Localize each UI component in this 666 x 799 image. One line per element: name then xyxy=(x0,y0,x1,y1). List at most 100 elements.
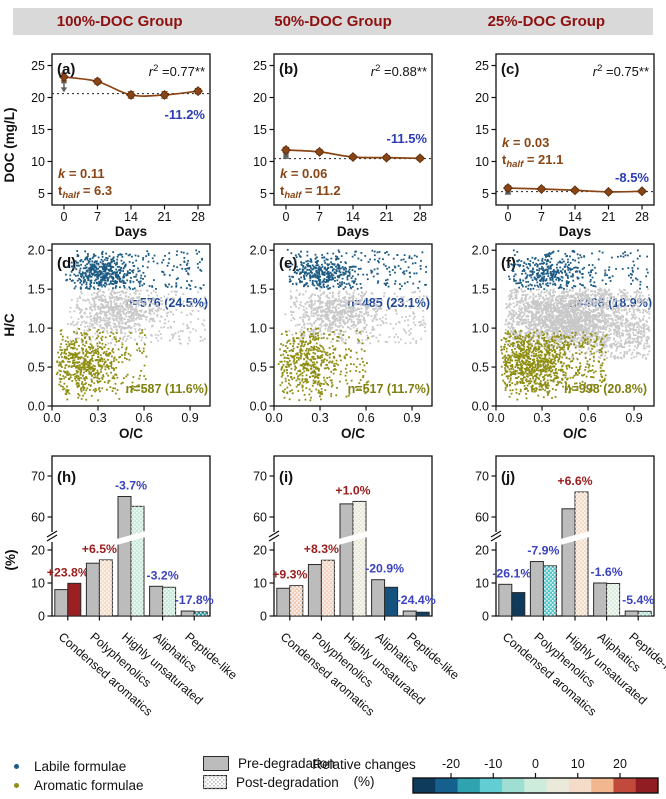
svg-text:10: 10 xyxy=(253,576,267,590)
svg-text:H/C: H/C xyxy=(2,313,17,337)
svg-text:-24.4%: -24.4% xyxy=(397,593,436,607)
svg-text:0.9: 0.9 xyxy=(181,411,198,425)
svg-text:k = 0.06: k = 0.06 xyxy=(280,166,327,181)
svg-text:0.6: 0.6 xyxy=(135,411,152,425)
svg-text:r2 =0.77**: r2 =0.77** xyxy=(149,63,205,79)
legend-item-pre: Pre-degradation xyxy=(203,756,335,771)
svg-text:0.0: 0.0 xyxy=(472,399,489,413)
svg-text:0.5: 0.5 xyxy=(28,360,45,374)
svg-text:(i): (i) xyxy=(279,469,293,486)
svg-text:+23.8%: +23.8% xyxy=(47,565,89,579)
svg-text:0.0: 0.0 xyxy=(487,411,504,425)
composition-bar-chart-i: +9.3% +8.3% +1.0% -20.9% -24.4% 0 10 20 60 70 (i) C… xyxy=(222,448,462,752)
doc-kinetics-row: 5 10 15 20 25 0 7 14 21 28 Days DOC (mg/L) (a) r2 =0.… xyxy=(0,40,666,239)
composition-bars-row: +23.8% +6.5% -3.7% -3.2% -17.8% 0 10 20 60 70 (%) (… xyxy=(0,448,666,719)
svg-text:+6.5%: +6.5% xyxy=(82,542,117,556)
doc-line-chart-c: 5 10 15 20 25 0 7 14 21 28 Days (c) r2 =0.75** -8.5% k… xyxy=(444,40,666,246)
svg-text:+8.3%: +8.3% xyxy=(304,542,339,556)
svg-text:-11.2%: -11.2% xyxy=(165,107,206,122)
svg-text:1.5: 1.5 xyxy=(28,282,45,296)
svg-text:10: 10 xyxy=(475,155,489,169)
svg-text:25: 25 xyxy=(31,59,45,73)
svg-text:60: 60 xyxy=(253,510,267,524)
svg-text:0: 0 xyxy=(60,210,67,224)
group-title-50: 50%-DOC Group xyxy=(274,13,392,30)
svg-text:thalf = 11.2: thalf = 11.2 xyxy=(280,183,341,201)
svg-text:2.0: 2.0 xyxy=(250,244,267,258)
figure-legend: Labile formulae Aromatic formulae Pre-de… xyxy=(0,752,666,799)
scatter-points-canvas xyxy=(496,244,654,406)
svg-text:2.0: 2.0 xyxy=(28,244,45,258)
svg-text:thalf = 21.1: thalf = 21.1 xyxy=(502,152,563,170)
svg-text:-20: -20 xyxy=(442,757,460,771)
svg-text:-17.8%: -17.8% xyxy=(175,593,214,607)
svg-text:1.0: 1.0 xyxy=(28,321,45,335)
svg-text:0.5: 0.5 xyxy=(250,360,267,374)
svg-text:r2 =0.88**: r2 =0.88** xyxy=(371,63,427,79)
doc-line-chart-b: 5 10 15 20 25 0 7 14 21 28 Days (b) r2 =0.88** -11.5%… xyxy=(222,40,444,246)
svg-text:2.0: 2.0 xyxy=(472,244,489,258)
svg-text:21: 21 xyxy=(380,210,394,224)
svg-text:0: 0 xyxy=(482,609,489,623)
svg-text:O/C: O/C xyxy=(341,426,365,441)
van-krevelen-scatter-d: 0.00.51.01.52.00.00.30.60.9O/CH/C(d)n=57… xyxy=(0,236,222,448)
svg-text:-20.9%: -20.9% xyxy=(365,562,404,576)
svg-text:-1.6%: -1.6% xyxy=(591,565,623,579)
svg-text:10: 10 xyxy=(571,757,585,771)
svg-text:20: 20 xyxy=(253,543,267,557)
svg-text:0.3: 0.3 xyxy=(533,411,550,425)
svg-text:25: 25 xyxy=(253,59,267,73)
aromatic-label: Aromatic formulae xyxy=(34,778,144,793)
van-krevelen-scatter-f: 0.00.51.01.52.00.00.30.60.9O/C(f)n=408 (… xyxy=(444,236,666,448)
colorbar-title: Relative changes (%) xyxy=(311,756,417,790)
svg-text:14: 14 xyxy=(124,210,138,224)
group-header-bar: 100%-DOC Group 50%-DOC Group 25%-DOC Gro… xyxy=(13,8,653,35)
svg-text:-7.9%: -7.9% xyxy=(527,544,559,558)
labile-label: Labile formulae xyxy=(34,759,127,774)
svg-text:20: 20 xyxy=(475,91,489,105)
legend-item-labile: Labile formulae xyxy=(14,759,126,774)
relative-changes-colorbar: -20 -10 0 10 20 xyxy=(412,757,659,794)
svg-text:0.6: 0.6 xyxy=(579,411,596,425)
svg-text:20: 20 xyxy=(31,543,45,557)
svg-text:0.0: 0.0 xyxy=(265,411,282,425)
colorbar-title-line1: Relative changes xyxy=(312,757,416,772)
svg-text:10: 10 xyxy=(31,576,45,590)
colorbar-title-line2: (%) xyxy=(353,774,375,789)
svg-text:+9.3%: +9.3% xyxy=(272,568,307,582)
svg-text:0.0: 0.0 xyxy=(28,399,45,413)
scatter-points-canvas xyxy=(274,244,432,406)
svg-text:10: 10 xyxy=(475,576,489,590)
pre-degradation-label: Pre-degradation xyxy=(238,756,335,771)
svg-text:10: 10 xyxy=(31,155,45,169)
svg-text:k = 0.11: k = 0.11 xyxy=(58,166,105,181)
svg-text:k = 0.03: k = 0.03 xyxy=(502,135,549,150)
svg-text:21: 21 xyxy=(158,210,172,224)
svg-text:7: 7 xyxy=(316,210,323,224)
svg-text:+6.6%: +6.6% xyxy=(557,474,592,488)
pre-degradation-swatch xyxy=(203,756,229,771)
svg-text:20: 20 xyxy=(253,91,267,105)
svg-text:20: 20 xyxy=(31,91,45,105)
svg-text:0.9: 0.9 xyxy=(403,411,420,425)
svg-text:0.6: 0.6 xyxy=(357,411,374,425)
svg-text:-11.5%: -11.5% xyxy=(387,131,428,146)
svg-text:Days: Days xyxy=(337,224,369,239)
svg-text:14: 14 xyxy=(346,210,360,224)
doc-line-chart-a: 5 10 15 20 25 0 7 14 21 28 Days DOC (mg/L) (a) r2 =0.… xyxy=(0,40,222,246)
svg-text:DOC (mg/L): DOC (mg/L) xyxy=(2,108,17,183)
svg-text:5: 5 xyxy=(38,187,45,201)
svg-text:21: 21 xyxy=(602,210,616,224)
legend-item-aromatic: Aromatic formulae xyxy=(14,778,144,793)
svg-text:0.0: 0.0 xyxy=(250,399,267,413)
van-krevelen-row: 0.00.51.01.52.00.00.30.60.9O/CH/C(d)n=57… xyxy=(0,236,666,441)
svg-text:28: 28 xyxy=(191,210,205,224)
legend-item-post: Post-degradation xyxy=(203,775,339,790)
svg-text:(a): (a) xyxy=(57,61,75,78)
svg-text:-3.2%: -3.2% xyxy=(147,568,179,582)
svg-text:(h): (h) xyxy=(57,469,76,486)
post-degradation-label: Post-degradation xyxy=(236,775,339,790)
svg-text:7: 7 xyxy=(538,210,545,224)
svg-text:-8.5%: -8.5% xyxy=(615,170,649,185)
